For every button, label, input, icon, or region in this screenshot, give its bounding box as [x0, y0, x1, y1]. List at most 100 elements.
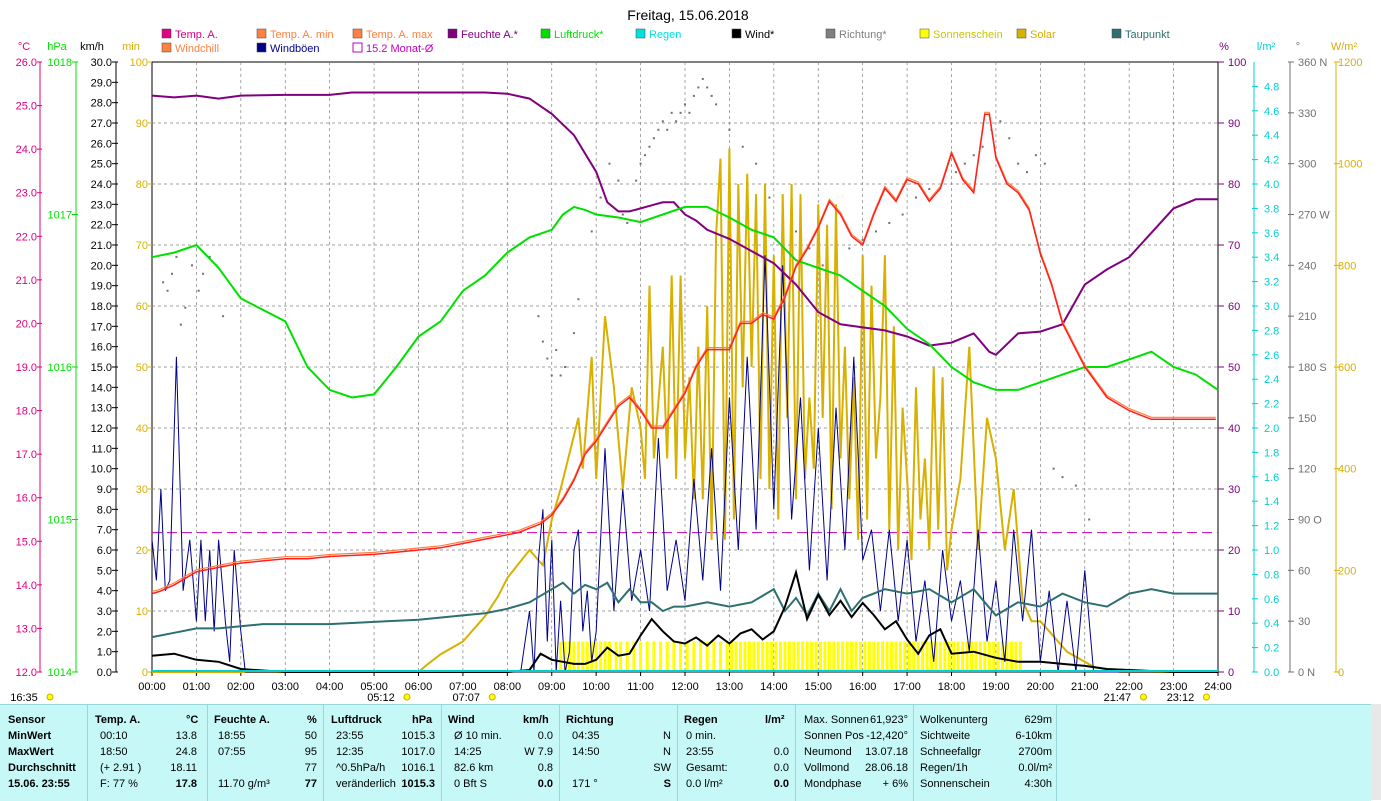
sunshine-bar: [801, 641, 805, 672]
wind-tick: 25.0: [91, 159, 112, 171]
direction-dot: [1034, 154, 1037, 157]
direction-dot: [546, 357, 549, 360]
direction-dot: [175, 255, 178, 258]
rain-tick: 4.4: [1264, 130, 1279, 142]
sunshine-bar: [734, 641, 738, 672]
sunshine-bar: [903, 641, 907, 672]
x-tick-label: 05:00: [360, 681, 388, 693]
solar-tick: 600: [1338, 362, 1356, 374]
info-value: 28.06.18: [865, 762, 908, 774]
direction-dot: [657, 128, 660, 131]
sunshine-bar: [925, 641, 929, 672]
sunshine-bar: [559, 641, 563, 672]
legend-item: Sonnenschein: [919, 28, 1003, 41]
x-tick-label: 13:00: [716, 681, 744, 693]
stats-row-label: MinWert: [8, 730, 52, 742]
legend-swatch: [352, 42, 363, 53]
sunshine-minute-tick: 30: [136, 484, 148, 496]
direction-tick: 270 W: [1298, 210, 1330, 222]
wind-tick: 10.0: [91, 464, 112, 476]
rain-tick: 4.8: [1264, 81, 1279, 93]
sunshine-bar: [885, 641, 889, 672]
sunshine-axis-title: min: [122, 41, 140, 53]
sunshine-bar: [712, 641, 716, 672]
rain-tick: 1.0: [1264, 545, 1279, 557]
sunshine-bar: [814, 641, 818, 672]
direction-dot: [981, 145, 984, 148]
info-key: Neumond: [804, 746, 852, 758]
sunshine-minute-tick: 90: [136, 118, 148, 130]
x-tick-label: 08:00: [494, 681, 522, 693]
wind-tick: 19.0: [91, 281, 112, 293]
x-tick-label: 09:00: [538, 681, 566, 693]
info2-value: 4:30h: [1024, 778, 1052, 790]
direction-dot: [170, 272, 173, 275]
direction-dot: [626, 221, 629, 224]
stats-header-rain: Regen: [684, 714, 718, 726]
direction-tick: 240: [1298, 260, 1316, 272]
sunshine-bar: [912, 641, 916, 672]
stats-temp-value: 13.8: [175, 730, 197, 742]
stats-row-label: MaxWert: [8, 746, 54, 758]
x-tick-label: 03:00: [271, 681, 299, 693]
stats-header-press-unit: hPa: [412, 714, 433, 726]
direction-dot: [179, 323, 182, 326]
axes: °C hPa km/h min% l/m² ° W/m² 26.0 25.0 24.0 23.0 22…: [10, 41, 1362, 704]
sunshine-bar: [770, 641, 774, 672]
sun-event-icon: [1202, 693, 1210, 701]
legend-swatch: [825, 28, 836, 39]
sunshine-bar: [692, 641, 696, 672]
direction-dot: [755, 162, 758, 165]
stats-hum-time: 18:55: [218, 730, 246, 742]
rain-tick: 0.2: [1264, 643, 1279, 655]
legend-label: Richtung*: [839, 29, 887, 41]
sunshine-bar: [983, 641, 987, 672]
wind-tick: 9.0: [97, 484, 112, 496]
stats-wind-value: 0.8: [537, 762, 553, 774]
info-value: 13.07.18: [865, 746, 908, 758]
stats-rain-value: 0.0: [773, 762, 789, 774]
legend-label: Feuchte A.*: [461, 29, 519, 41]
pressure-tick: 1017: [48, 210, 72, 222]
sunshine-bar: [739, 641, 743, 672]
sunshine-bar: [563, 641, 567, 672]
sunshine-bar: [836, 641, 840, 672]
direction-tick: 0 N: [1298, 667, 1315, 679]
stats-temp-time: 00:10: [100, 730, 128, 742]
stats-wind-value: W 7.9: [524, 746, 553, 758]
direction-dot: [710, 94, 713, 97]
direction-tick: 150: [1298, 413, 1316, 425]
direction-dot: [675, 120, 678, 123]
sunshine-bar: [787, 641, 791, 672]
direction-dot: [541, 340, 544, 343]
grid: [151, 61, 1219, 673]
temp-max-line: [151, 111, 1216, 593]
rain-tick: 3.0: [1264, 301, 1279, 313]
stats-hum-value: 77: [304, 762, 317, 774]
direction-dot: [644, 154, 647, 157]
stats-hum-value: 77: [304, 778, 317, 790]
sunshine-bar: [581, 641, 585, 672]
sunshine-bar: [894, 641, 898, 672]
x-tick-label: 21:00: [1071, 681, 1099, 693]
sunshine-bar: [881, 641, 885, 672]
direction-dot: [635, 179, 638, 182]
sunshine-bar: [996, 641, 1000, 672]
sunshine-bar: [619, 641, 623, 672]
legend-swatch: [447, 28, 458, 39]
stats-rain-value: 0.0: [773, 778, 789, 790]
sunshine-bar: [594, 641, 598, 672]
temp-tick: 23.0: [16, 188, 37, 200]
stats-rain-time: 23:55: [686, 746, 714, 758]
direction-dot: [1061, 476, 1064, 479]
rain-tick: 3.8: [1264, 203, 1279, 215]
sunshine-bar: [930, 641, 934, 672]
wind-tick: 13.0: [91, 403, 112, 415]
direction-dot: [621, 213, 624, 216]
x-tick-label: 07:00: [449, 681, 477, 693]
sunshine-bar: [876, 641, 880, 672]
stats-hum-time: 11.70 g/m³: [218, 778, 270, 790]
direction-dot: [1008, 137, 1011, 140]
direction-tick: 300: [1298, 159, 1316, 171]
legend-item: Windböen: [256, 42, 320, 55]
